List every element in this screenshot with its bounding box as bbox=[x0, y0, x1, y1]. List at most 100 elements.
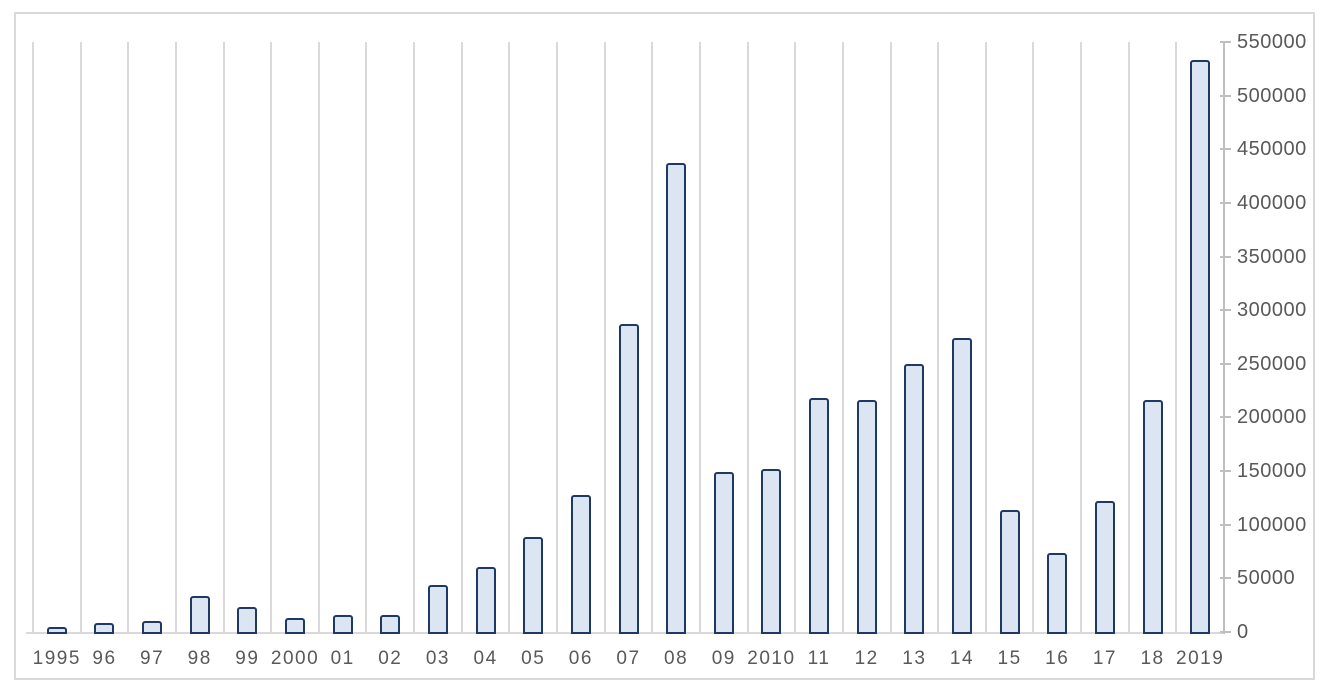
y-axis-tick bbox=[1220, 255, 1231, 258]
x-tick-label: 16 bbox=[1045, 648, 1070, 669]
y-tick-label: 450000 bbox=[1237, 138, 1307, 161]
bar-11 bbox=[809, 398, 830, 634]
bar-14 bbox=[951, 338, 972, 634]
bar-02 bbox=[380, 614, 401, 634]
bar-03 bbox=[427, 584, 448, 634]
bar-06 bbox=[570, 494, 591, 634]
bar-16 bbox=[1047, 552, 1068, 634]
gridline bbox=[270, 42, 273, 632]
x-tick-label: 05 bbox=[521, 648, 546, 669]
y-tick-label: 350000 bbox=[1237, 245, 1307, 268]
y-axis-tick bbox=[1220, 309, 1231, 312]
bar-18 bbox=[1142, 400, 1163, 634]
bar-13 bbox=[904, 363, 925, 634]
y-tick-label: 150000 bbox=[1237, 460, 1307, 483]
y-tick-label: 400000 bbox=[1237, 191, 1307, 214]
bar-99 bbox=[237, 607, 258, 634]
gridline bbox=[1127, 42, 1130, 632]
x-tick-label: 15 bbox=[997, 648, 1022, 669]
y-axis-tick bbox=[1220, 470, 1231, 473]
y-axis-tick bbox=[1220, 94, 1231, 97]
x-tick-label: 02 bbox=[378, 648, 403, 669]
gridline bbox=[317, 42, 320, 632]
gridline bbox=[556, 42, 559, 632]
x-tick-label: 98 bbox=[187, 648, 212, 669]
gridline bbox=[460, 42, 463, 632]
gridline bbox=[79, 42, 82, 632]
gridline bbox=[508, 42, 511, 632]
y-axis-tick bbox=[1220, 41, 1231, 43]
y-tick-label: 50000 bbox=[1237, 567, 1296, 590]
y-tick-label: 100000 bbox=[1237, 513, 1307, 536]
bar-12 bbox=[856, 400, 877, 634]
bar-07 bbox=[618, 324, 639, 634]
gridline bbox=[651, 42, 654, 632]
bar-97 bbox=[142, 621, 163, 634]
y-tick-label: 200000 bbox=[1237, 406, 1307, 429]
x-tick-label: 14 bbox=[949, 648, 975, 669]
y-axis-tick bbox=[1220, 577, 1231, 580]
bar-09 bbox=[713, 472, 734, 634]
y-axis-tick bbox=[1220, 201, 1231, 204]
y-axis-tick bbox=[1220, 631, 1231, 633]
bar-04 bbox=[475, 566, 496, 634]
gridline bbox=[32, 42, 34, 632]
x-tick-label: 2019 bbox=[1176, 648, 1225, 669]
gridline bbox=[1032, 42, 1035, 632]
x-tick-label: 2000 bbox=[270, 648, 320, 669]
x-tick-label: 11 bbox=[807, 648, 831, 669]
x-tick-label: 97 bbox=[140, 648, 165, 669]
bar-1995 bbox=[46, 626, 67, 634]
gridline bbox=[746, 42, 749, 632]
x-tick-label: 96 bbox=[92, 648, 117, 669]
x-tick-label: 13 bbox=[902, 648, 927, 669]
x-tick-label: 12 bbox=[854, 648, 879, 669]
gridline bbox=[413, 42, 416, 632]
y-tick-label: 250000 bbox=[1237, 352, 1307, 375]
y-tick-label: 500000 bbox=[1237, 84, 1307, 107]
y-tick-label: 0 bbox=[1237, 621, 1249, 643]
bar-2000 bbox=[285, 618, 306, 634]
y-axis-line bbox=[1223, 42, 1225, 634]
y-tick-label: 300000 bbox=[1237, 299, 1307, 322]
bar-01 bbox=[332, 614, 353, 634]
x-tick-label: 18 bbox=[1140, 648, 1165, 669]
x-tick-label: 17 bbox=[1092, 648, 1117, 669]
y-axis-tick bbox=[1220, 523, 1231, 526]
gridline bbox=[127, 42, 130, 632]
gridline bbox=[889, 42, 892, 632]
x-tick-label: 01 bbox=[330, 648, 355, 669]
gridline bbox=[222, 42, 225, 632]
x-tick-label: 2010 bbox=[747, 648, 796, 669]
gridline bbox=[603, 42, 606, 632]
x-tick-label: 1995 bbox=[32, 648, 81, 669]
x-tick-label: 09 bbox=[711, 648, 736, 669]
bar-2019 bbox=[1190, 60, 1211, 634]
bar-96 bbox=[94, 623, 115, 634]
gridline bbox=[841, 42, 844, 632]
gridline bbox=[1175, 42, 1178, 632]
y-axis-tick bbox=[1220, 362, 1231, 365]
gridline bbox=[1080, 42, 1083, 632]
x-tick-label: 99 bbox=[235, 648, 260, 669]
x-tick-label: 07 bbox=[616, 648, 641, 669]
x-tick-label: 06 bbox=[568, 648, 593, 669]
y-axis-tick bbox=[1220, 416, 1231, 419]
gridline bbox=[984, 42, 987, 632]
y-tick-label: 550000 bbox=[1237, 31, 1307, 53]
bar-15 bbox=[999, 509, 1020, 634]
x-tick-label: 08 bbox=[664, 648, 689, 669]
bar-08 bbox=[666, 163, 687, 634]
bar-05 bbox=[523, 536, 544, 634]
gridline bbox=[794, 42, 797, 632]
x-tick-label: 04 bbox=[473, 648, 498, 669]
bar-98 bbox=[189, 595, 210, 634]
gridline bbox=[698, 42, 701, 632]
bar-2010 bbox=[761, 468, 782, 634]
y-axis-tick bbox=[1220, 148, 1231, 151]
gridline bbox=[174, 42, 177, 632]
gridline bbox=[365, 42, 368, 632]
gridline bbox=[937, 42, 940, 632]
